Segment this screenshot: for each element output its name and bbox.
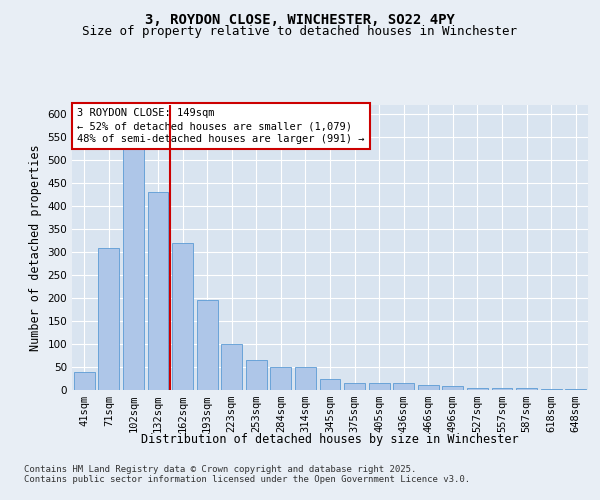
Bar [393, 383, 414, 390]
Text: Distribution of detached houses by size in Winchester: Distribution of detached houses by size … [141, 432, 519, 446]
Bar [418, 386, 439, 390]
Bar [148, 192, 169, 390]
Text: 3, ROYDON CLOSE, WINCHESTER, SO22 4PY: 3, ROYDON CLOSE, WINCHESTER, SO22 4PY [145, 12, 455, 26]
Bar [344, 383, 365, 390]
Bar [197, 300, 218, 390]
Bar [442, 386, 463, 390]
Text: Size of property relative to detached houses in Winchester: Size of property relative to detached ho… [83, 25, 517, 38]
Text: Contains HM Land Registry data © Crown copyright and database right 2025.
Contai: Contains HM Land Registry data © Crown c… [24, 465, 470, 484]
Bar [541, 389, 562, 390]
Y-axis label: Number of detached properties: Number of detached properties [29, 144, 42, 351]
Bar [565, 389, 586, 390]
Bar [246, 360, 267, 390]
Bar [74, 372, 95, 390]
Bar [295, 367, 316, 390]
Bar [368, 383, 389, 390]
Bar [320, 378, 340, 390]
Text: 3 ROYDON CLOSE: 149sqm
← 52% of detached houses are smaller (1,079)
48% of semi-: 3 ROYDON CLOSE: 149sqm ← 52% of detached… [77, 108, 365, 144]
Bar [516, 388, 537, 390]
Bar [221, 344, 242, 390]
Bar [123, 137, 144, 390]
Bar [467, 388, 488, 390]
Bar [491, 388, 512, 390]
Bar [271, 367, 292, 390]
Bar [98, 248, 119, 390]
Bar [172, 243, 193, 390]
